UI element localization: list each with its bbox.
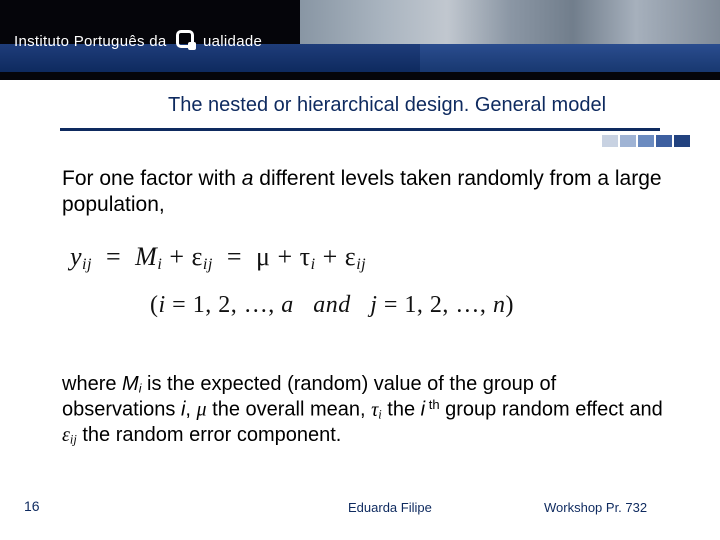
title-rule bbox=[60, 128, 660, 131]
paragraph-intro: For one factor with a different levels t… bbox=[62, 166, 662, 219]
header-photo bbox=[300, 0, 720, 44]
para1-var-a: a bbox=[242, 167, 254, 190]
accent-boxes bbox=[602, 135, 690, 147]
para1-pre: For one factor with bbox=[62, 167, 242, 190]
q-logo-icon bbox=[174, 28, 198, 52]
accent-box bbox=[602, 135, 618, 147]
institute-name: Instituto Português da ualidade bbox=[14, 28, 262, 52]
equation-block: yij = Mi + εij = μ + τi + εij (i = 1, 2,… bbox=[70, 242, 630, 319]
slide-title: The nested or hierarchical design. Gener… bbox=[168, 94, 606, 117]
equation-line-2: (i = 1, 2, …, a and j = 1, 2, …, n) bbox=[150, 292, 630, 319]
accent-box bbox=[620, 135, 636, 147]
accent-box bbox=[656, 135, 672, 147]
header-banner: Instituto Português da ualidade bbox=[0, 0, 720, 80]
header-bar-right bbox=[420, 44, 720, 72]
footer: 16 Eduarda Filipe Workshop Pr. 732 bbox=[0, 498, 720, 528]
footer-workshop: Workshop Pr. 732 bbox=[544, 500, 647, 515]
institute-text-pre: Instituto Português da bbox=[14, 33, 167, 50]
paragraph-where: where Mi is the expected (random) value … bbox=[62, 372, 672, 448]
accent-box bbox=[638, 135, 654, 147]
equation-line-1: yij = Mi + εij = μ + τi + εij bbox=[70, 242, 630, 274]
footer-author: Eduarda Filipe bbox=[348, 500, 432, 515]
institute-text-post: ualidade bbox=[203, 33, 262, 50]
accent-box bbox=[674, 135, 690, 147]
slide-number: 16 bbox=[24, 498, 40, 514]
